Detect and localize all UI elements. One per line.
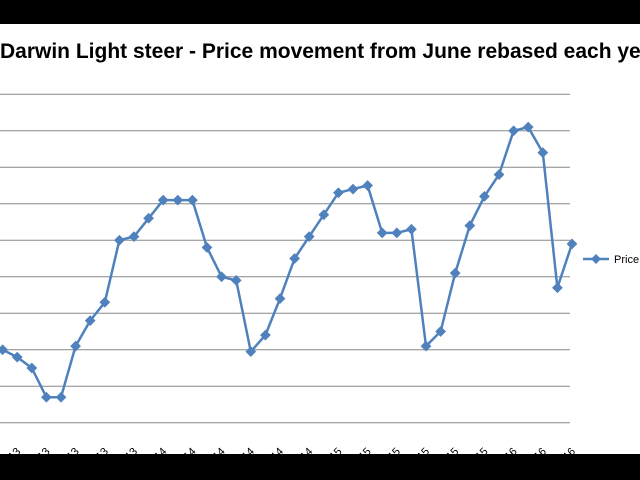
chart-area-background — [0, 24, 640, 454]
legend-diamond-swatch — [591, 254, 601, 264]
legend-label: Price — [614, 254, 639, 266]
legend: Price — [583, 254, 639, 266]
chart-title: Darwin Light steer - Price movement from… — [0, 40, 640, 63]
